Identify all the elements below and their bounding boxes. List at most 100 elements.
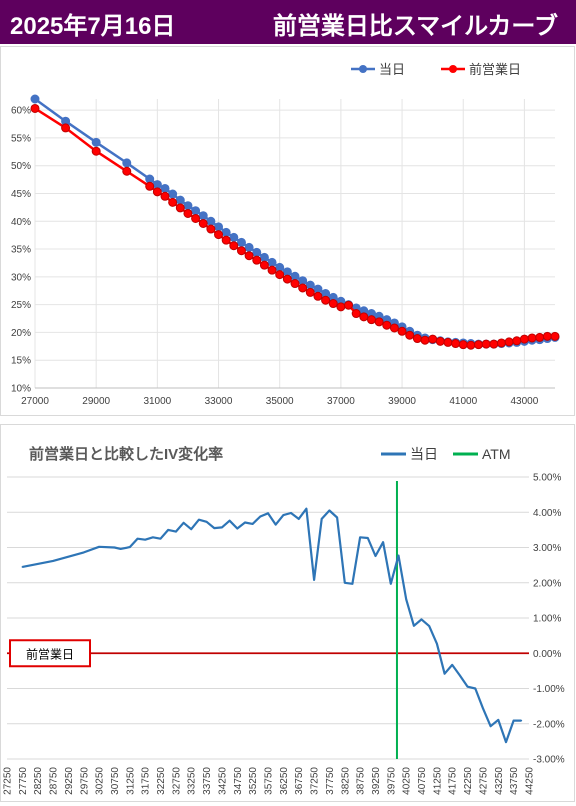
report-date: 2025年7月16日	[10, 13, 176, 40]
data-point	[351, 583, 354, 585]
x-tick-label: 40750	[417, 767, 428, 795]
y-tick-label: -1.00%	[533, 684, 565, 695]
data-point	[366, 315, 376, 325]
data-point	[221, 235, 231, 245]
series-line-prev-day	[34, 107, 555, 347]
x-tick-label: 33750	[202, 767, 213, 795]
y-tick-label: 15%	[11, 356, 31, 367]
x-tick-label: 37000	[327, 396, 355, 407]
data-point	[190, 528, 193, 530]
data-point	[244, 521, 246, 524]
report-title: 前営業日比スマイルカーブ	[272, 13, 558, 40]
data-point	[336, 516, 338, 519]
y-tick-label: -2.00%	[533, 719, 565, 730]
data-point	[152, 536, 154, 539]
x-tick-label: 44250	[525, 767, 536, 795]
data-point	[297, 518, 300, 520]
data-point	[405, 598, 407, 601]
data-point	[113, 546, 116, 549]
data-point	[313, 291, 323, 301]
data-point	[198, 211, 208, 221]
data-point	[259, 260, 269, 270]
data-point	[119, 548, 122, 550]
data-point	[251, 523, 254, 525]
data-point	[313, 579, 315, 581]
data-point	[344, 300, 354, 310]
data-point	[374, 317, 384, 327]
data-point	[206, 216, 216, 226]
x-tick-label: 38750	[356, 767, 367, 795]
x-tick-label: 41750	[448, 767, 459, 795]
data-point	[466, 340, 476, 350]
data-point	[30, 103, 40, 113]
data-point	[252, 247, 262, 257]
data-point	[535, 332, 545, 342]
data-point	[236, 246, 246, 256]
data-point	[458, 340, 468, 350]
data-point	[183, 208, 193, 218]
y-tick-label: 25%	[11, 300, 31, 311]
data-point	[397, 554, 400, 557]
data-point	[466, 685, 469, 688]
data-point	[274, 523, 277, 526]
data-point	[144, 538, 146, 541]
x-tick-label: 39000	[388, 396, 416, 407]
data-point	[282, 274, 292, 284]
data-point	[542, 331, 552, 341]
data-point	[497, 719, 500, 721]
data-point	[98, 545, 100, 548]
data-point	[527, 333, 537, 343]
data-point	[343, 581, 346, 584]
y-tick-label: 1.00%	[533, 614, 561, 625]
data-point	[382, 320, 392, 330]
data-point	[366, 537, 369, 539]
x-tick-label: 43250	[494, 767, 505, 795]
x-tick-label: 41250	[432, 767, 443, 795]
data-point	[191, 213, 201, 223]
data-point	[175, 203, 185, 213]
x-tick-label: 27250	[3, 767, 14, 795]
data-point	[328, 509, 331, 512]
data-point	[259, 252, 269, 262]
data-point	[435, 336, 445, 346]
data-point	[214, 222, 224, 232]
legend-label: ATM	[482, 446, 511, 462]
y-tick-label: 30%	[11, 272, 31, 283]
reference-label: 前営業日	[26, 646, 74, 661]
data-point	[328, 299, 338, 309]
x-tick-label: 43000	[511, 396, 539, 407]
data-point	[252, 255, 262, 265]
data-point	[236, 527, 239, 530]
data-point	[397, 326, 407, 336]
x-tick-label: 28250	[33, 767, 44, 795]
legend-label: 当日	[410, 446, 438, 462]
x-tick-label: 31750	[141, 767, 152, 795]
data-point	[474, 340, 484, 350]
y-tick-label: 20%	[11, 328, 31, 339]
y-tick-label: 45%	[11, 189, 31, 200]
legend-label: 前営業日	[469, 62, 521, 77]
legend-label: 当日	[379, 62, 405, 77]
data-point	[191, 206, 201, 216]
iv-change-panel: 前営業日と比較したIV変化率 5.00% 4.00% 3.00% 2.00% 1.00% 0…	[0, 424, 575, 802]
data-point	[168, 197, 178, 207]
data-point	[298, 283, 308, 293]
smile-curve-panel: 27000 29000 31000 33000 35000 37000 39000 41000…	[0, 46, 575, 416]
legend-marker	[449, 65, 457, 73]
data-point	[351, 309, 361, 319]
data-point	[359, 312, 369, 322]
data-point	[129, 546, 131, 548]
x-tick-label: 32750	[171, 767, 182, 795]
x-tick-label: 41000	[449, 396, 477, 407]
data-point	[496, 338, 506, 348]
series-line-today	[22, 507, 522, 744]
data-point	[229, 232, 239, 242]
y-tick-label: 40%	[11, 217, 31, 228]
data-point	[61, 123, 71, 133]
data-point	[275, 270, 285, 280]
x-tick-label: 40250	[402, 767, 413, 795]
data-point	[259, 515, 262, 518]
data-point	[451, 664, 454, 666]
x-tick-label: 29000	[82, 396, 110, 407]
iv-change-chart: 前営業日と比較したIV変化率 5.00% 4.00% 3.00% 2.00% 1.00% 0…	[3, 445, 565, 795]
